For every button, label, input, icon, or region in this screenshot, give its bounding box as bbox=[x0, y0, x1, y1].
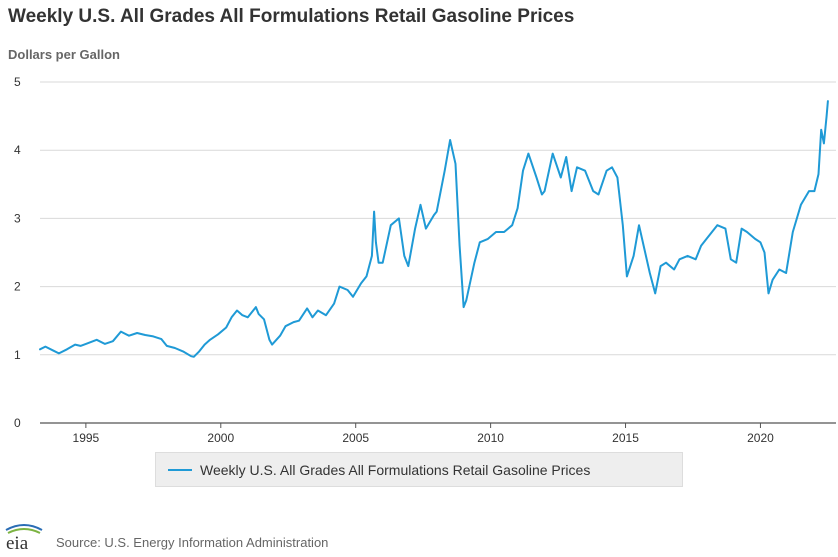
y-tick-label: 3 bbox=[14, 211, 21, 225]
series-line bbox=[39, 100, 829, 358]
eia-logo: eia bbox=[5, 524, 43, 554]
y-tick-label: 5 bbox=[14, 75, 21, 89]
x-tick-label: 2015 bbox=[612, 431, 639, 445]
chart-legend[interactable]: Weekly U.S. All Grades All Formulations … bbox=[155, 452, 683, 487]
source-note: Source: U.S. Energy Information Administ… bbox=[56, 535, 329, 550]
svg-text:eia: eia bbox=[6, 533, 29, 554]
chart-title: Weekly U.S. All Grades All Formulations … bbox=[8, 6, 575, 27]
x-tick-label: 2020 bbox=[747, 431, 774, 445]
legend-swatch bbox=[168, 468, 192, 471]
y-axis-units-label: Dollars per Gallon bbox=[8, 47, 120, 62]
y-tick-label: 0 bbox=[14, 416, 21, 430]
y-tick-label: 4 bbox=[14, 143, 21, 157]
x-tick-label: 2000 bbox=[207, 431, 234, 445]
legend-label: Weekly U.S. All Grades All Formulations … bbox=[200, 461, 591, 478]
x-tick-label: 2005 bbox=[342, 431, 369, 445]
y-tick-label: 1 bbox=[14, 348, 21, 362]
x-tick-label: 1995 bbox=[73, 431, 100, 445]
x-tick-label: 2010 bbox=[477, 431, 504, 445]
y-tick-label: 2 bbox=[14, 280, 21, 294]
